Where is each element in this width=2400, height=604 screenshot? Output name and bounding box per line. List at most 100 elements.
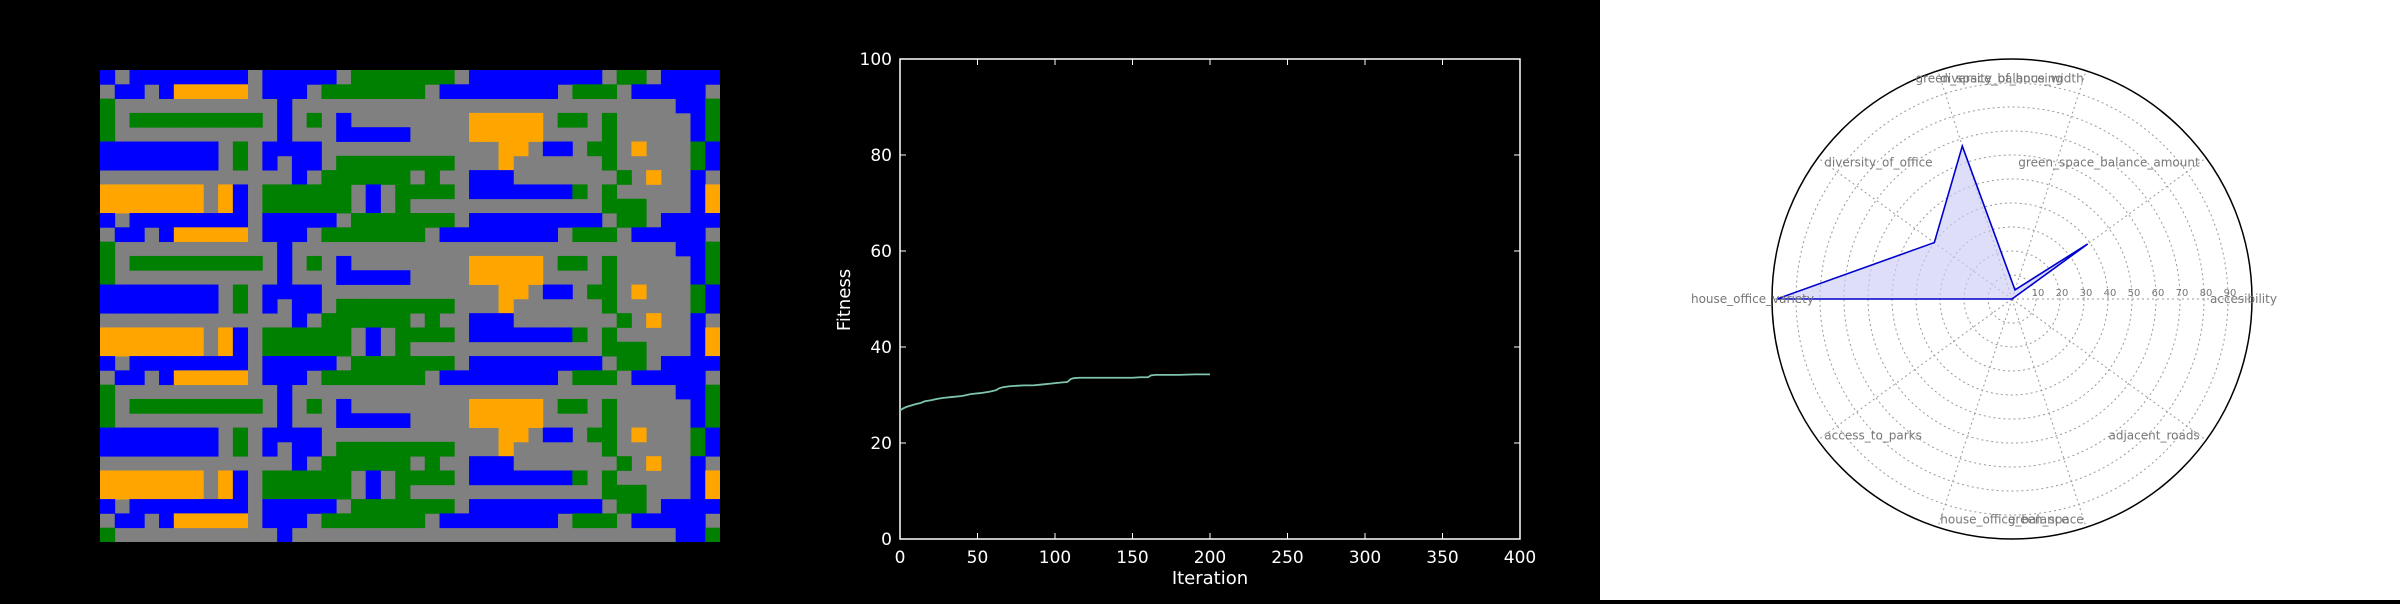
map-cell — [232, 427, 249, 443]
map-cell — [262, 213, 278, 228]
map-cell — [469, 170, 485, 185]
x-tick-label: 50 — [967, 548, 989, 568]
map-cell — [159, 356, 175, 371]
map-cell — [365, 298, 381, 314]
map-cell — [365, 441, 381, 457]
map-cell — [100, 398, 116, 414]
map-cell — [100, 112, 116, 128]
map-cell — [350, 227, 367, 243]
map-cell — [395, 327, 411, 343]
map-cell — [114, 298, 130, 314]
map-cell — [291, 184, 308, 200]
map-cell — [159, 513, 175, 529]
map-cell — [690, 213, 706, 228]
map-cell — [587, 284, 603, 300]
map-cell — [129, 112, 145, 128]
map-cell — [483, 499, 499, 514]
map-cell — [498, 427, 514, 443]
map-cell — [542, 427, 559, 443]
map-cell — [129, 513, 145, 529]
map-cell — [129, 284, 145, 300]
map-cell — [247, 255, 263, 271]
map-cell — [321, 341, 337, 357]
map-cell — [114, 470, 130, 486]
map-cell — [557, 141, 573, 157]
map-cell — [690, 198, 706, 214]
map-cell — [498, 70, 514, 85]
y-axis-label: Fitness — [834, 269, 855, 331]
map-cell — [159, 470, 175, 486]
x-tick-label: 250 — [1271, 548, 1303, 568]
map-cell — [424, 298, 440, 314]
map-cell — [262, 155, 278, 171]
map-cell — [114, 370, 130, 386]
map-cell — [380, 499, 396, 514]
map-cell — [395, 413, 411, 428]
map-cell — [291, 427, 308, 443]
map-cell — [188, 112, 204, 128]
map-cell — [631, 284, 647, 300]
map-cell — [336, 456, 352, 471]
map-cell — [173, 84, 189, 99]
map-cell — [277, 141, 293, 157]
map-cell — [587, 84, 603, 99]
map-cell — [601, 155, 618, 171]
map-cell — [513, 513, 529, 529]
map-cell — [218, 70, 234, 85]
map-cell — [572, 84, 588, 99]
map-cell — [350, 70, 367, 85]
map-cell — [277, 327, 293, 343]
map-cell — [321, 356, 337, 371]
map-cell — [410, 327, 426, 343]
map-cell — [469, 398, 485, 414]
map-cell — [350, 213, 367, 228]
map-cell — [690, 456, 706, 471]
radar-r-tick-label: 10 — [2032, 288, 2045, 299]
map-cell — [100, 527, 116, 542]
map-cell — [513, 112, 529, 128]
map-cell — [469, 84, 485, 99]
map-cell — [218, 198, 234, 214]
map-cell — [601, 398, 618, 414]
map-cell — [321, 184, 337, 200]
map-cell — [631, 213, 647, 228]
map-cell — [144, 427, 160, 443]
map-cell — [424, 213, 440, 228]
map-cell — [542, 70, 559, 85]
map-cell — [277, 70, 293, 85]
map-cell — [306, 341, 322, 357]
map-cell — [646, 456, 662, 471]
map-cell — [144, 141, 160, 157]
map-cell — [498, 513, 514, 529]
map-cell — [690, 155, 706, 171]
map-cell — [395, 356, 411, 371]
radar-axis-label: house_office_balance — [1940, 513, 2068, 527]
map-cell — [395, 84, 411, 99]
map-cell — [173, 213, 189, 228]
map-cell — [277, 98, 293, 114]
map-cell — [336, 184, 352, 200]
map-cell — [173, 184, 189, 200]
map-cell — [469, 327, 485, 343]
map-cell — [173, 341, 189, 357]
map-cell — [365, 227, 381, 243]
map-cell — [528, 213, 544, 228]
map-cell — [114, 155, 130, 171]
map-cell — [173, 470, 189, 486]
map-cell — [306, 112, 322, 128]
map-cell — [483, 84, 499, 99]
map-cell — [690, 170, 706, 185]
map-cell — [513, 127, 529, 142]
map-cell — [690, 427, 706, 443]
map-cell — [483, 255, 499, 271]
map-cell — [513, 413, 529, 428]
map-cell — [690, 255, 706, 271]
map-cell — [218, 356, 234, 371]
map-cell — [100, 341, 116, 357]
map-cell — [188, 213, 204, 228]
map-cell — [690, 313, 706, 328]
map-cell — [380, 413, 396, 428]
map-cell — [173, 155, 189, 171]
map-cell — [159, 227, 175, 243]
